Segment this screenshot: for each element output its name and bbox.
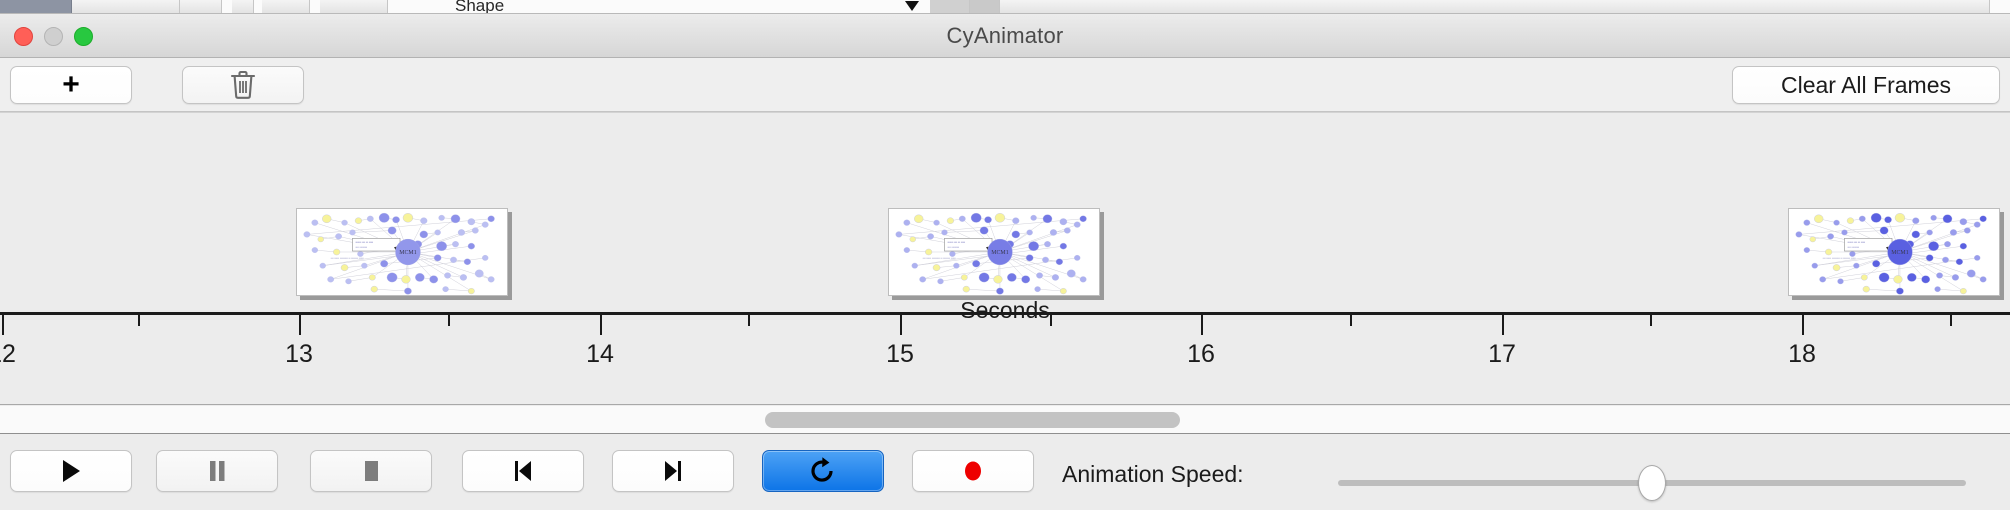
playback-control-bar: Animation Speed: — [0, 435, 2010, 510]
toolbar: + Clear All Frames — [0, 58, 2010, 112]
tick-minor — [448, 315, 450, 326]
svg-text:••• •••••••: ••• ••••••• — [1847, 245, 1859, 249]
bg-caret-icon — [905, 1, 919, 11]
bg-chip — [930, 0, 970, 13]
tick-label: 16 — [1187, 340, 1215, 368]
skip-to-end-button[interactable] — [612, 450, 734, 492]
background-window-label: Shape — [455, 0, 505, 14]
record-button[interactable] — [912, 450, 1034, 492]
svg-text:••••• ••• •• ••••: ••••• ••• •• •••• — [355, 240, 373, 244]
play-button[interactable] — [10, 450, 132, 492]
add-frame-button[interactable]: + — [10, 66, 132, 104]
skip-forward-icon — [665, 461, 681, 481]
plus-icon: + — [62, 68, 80, 101]
tick-label: 14 — [586, 340, 614, 368]
svg-text:••• ••••• •••••••• •• •••••••: ••• ••••• •••••••• •• ••••••• ••••• — [1823, 257, 1856, 260]
bg-chip — [0, 0, 72, 13]
svg-text:••••• ••• •• ••••: ••••• ••• •• •••• — [947, 240, 965, 244]
loop-icon — [811, 457, 833, 482]
tick-minor — [748, 315, 750, 326]
pause-button[interactable] — [156, 450, 278, 492]
bg-chip — [180, 0, 222, 13]
frame-thumbnail-1[interactable]: ••••• ••• •• •••• ••• ••••••• ••• ••••• ••… — [296, 208, 508, 296]
clear-all-frames-button[interactable]: Clear All Frames — [1732, 66, 2000, 104]
record-icon — [965, 461, 981, 481]
title-bar: CyAnimator — [0, 14, 2010, 58]
bg-chip — [232, 0, 254, 13]
tick-major — [2, 315, 4, 335]
bg-chip — [262, 0, 310, 13]
svg-text:••• •••••••: ••• ••••••• — [947, 245, 959, 249]
minimize-button[interactable] — [44, 27, 63, 46]
tick-major — [299, 315, 301, 335]
stop-icon — [365, 461, 378, 481]
svg-text:MCM1: MCM1 — [1891, 250, 1909, 256]
divider — [0, 112, 2010, 113]
skip-back-icon — [515, 461, 531, 481]
tick-label: 17 — [1488, 340, 1516, 368]
svg-text:••• ••••• •••••••• •• •••••••: ••• ••••• •••••••• •• ••••••• ••••• — [923, 257, 956, 260]
bg-chip — [72, 0, 180, 13]
tick-major — [1201, 315, 1203, 335]
tick-major — [600, 315, 602, 335]
tick-label: 13 — [285, 340, 313, 368]
animation-speed-slider-knob[interactable] — [1638, 465, 1666, 501]
tick-minor — [138, 315, 140, 326]
skip-to-start-button[interactable] — [462, 450, 584, 492]
bg-chip — [1000, 0, 1990, 13]
svg-text:MCM1: MCM1 — [399, 250, 417, 256]
tick-minor — [1350, 315, 1352, 326]
timeline-panel[interactable]: ••••• ••• •• •••• ••• ••••••• ••• ••••• ••… — [0, 112, 2010, 405]
bg-chip — [970, 0, 1000, 13]
maximize-button[interactable] — [74, 27, 93, 46]
animation-speed-label: Animation Speed: — [1062, 461, 1244, 487]
window-title: CyAnimator — [946, 22, 1064, 48]
svg-text:••• •••••••: ••• ••••••• — [355, 245, 367, 249]
loop-button[interactable] — [762, 450, 884, 492]
play-icon — [63, 460, 80, 482]
tick-minor — [1650, 315, 1652, 326]
background-window-strip: Shape — [0, 0, 2010, 14]
traffic-light-group — [14, 27, 93, 46]
timeline-scrollbar-thumb[interactable] — [765, 412, 1180, 428]
timeline-axis-line — [0, 312, 2010, 315]
tick-major — [1502, 315, 1504, 335]
svg-text:••••• ••• •• ••••: ••••• ••• •• •••• — [1847, 240, 1865, 244]
clear-all-frames-label: Clear All Frames — [1781, 71, 1951, 98]
trash-icon — [230, 70, 256, 99]
svg-text:MCM1: MCM1 — [991, 250, 1009, 256]
stop-button[interactable] — [310, 450, 432, 492]
tick-major — [1802, 315, 1804, 335]
delete-frame-button[interactable] — [182, 66, 304, 104]
tick-minor — [1950, 315, 1952, 326]
frame-thumbnail-2[interactable]: ••••• ••• •• •••• ••• ••••••• ••• ••••• ••… — [888, 208, 1100, 296]
frame-thumbnail-3[interactable]: ••••• ••• •• •••• ••• ••••••• ••• ••••• ••… — [1788, 208, 2000, 296]
axis-title: Seconds — [960, 297, 1050, 323]
tick-label: 15 — [886, 340, 914, 368]
pause-icon — [210, 461, 225, 481]
timeline-scrollbar-track[interactable] — [0, 406, 2010, 434]
tick-label: 12 — [0, 340, 16, 368]
svg-text:••• ••••• •••••••• •• •••••••: ••• ••••• •••••••• •• ••••••• ••••• — [331, 257, 364, 260]
tick-minor — [1050, 315, 1052, 326]
close-button[interactable] — [14, 27, 33, 46]
tick-major — [900, 315, 902, 335]
bg-chip — [320, 0, 388, 13]
tick-label: 18 — [1788, 340, 1816, 368]
